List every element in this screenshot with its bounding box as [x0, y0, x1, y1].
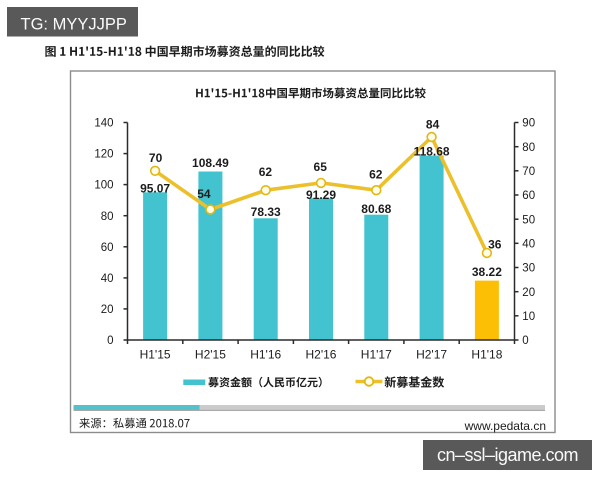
svg-text:50: 50 — [522, 214, 535, 226]
svg-text:38.22: 38.22 — [472, 265, 502, 279]
svg-text:36: 36 — [488, 237, 502, 251]
svg-text:40: 40 — [101, 273, 114, 285]
svg-text:www.pedata.cn: www.pedata.cn — [464, 419, 546, 433]
svg-text:118.68: 118.68 — [414, 145, 450, 159]
svg-text:H2'17: H2'17 — [416, 348, 447, 362]
svg-text:62: 62 — [259, 165, 273, 179]
svg-text:0: 0 — [522, 335, 528, 347]
svg-text:30: 30 — [522, 263, 535, 275]
svg-text:54: 54 — [197, 187, 211, 201]
svg-text:20: 20 — [101, 304, 114, 316]
svg-text:20: 20 — [522, 287, 535, 299]
svg-text:84: 84 — [426, 118, 440, 132]
svg-text:78.33: 78.33 — [251, 205, 281, 219]
svg-text:140: 140 — [94, 118, 113, 130]
svg-text:95.07: 95.07 — [140, 181, 170, 195]
svg-text:H1'17: H1'17 — [361, 348, 392, 362]
svg-text:91.29: 91.29 — [306, 188, 336, 202]
svg-text:H1'15: H1'15 — [140, 348, 171, 362]
svg-text:40: 40 — [522, 238, 535, 250]
svg-text:60: 60 — [101, 242, 114, 254]
svg-text:65: 65 — [314, 160, 328, 174]
svg-text:H1'18: H1'18 — [471, 348, 502, 362]
svg-text:80.68: 80.68 — [361, 202, 391, 216]
svg-text:H2'16: H2'16 — [306, 348, 337, 362]
svg-text:cn–ssl–igame.com: cn–ssl–igame.com — [437, 445, 578, 465]
svg-text:60: 60 — [522, 190, 535, 202]
svg-text:80: 80 — [522, 142, 535, 154]
svg-text:70: 70 — [149, 151, 163, 165]
svg-text:62: 62 — [369, 167, 383, 181]
svg-text:90: 90 — [522, 118, 535, 130]
svg-text:0: 0 — [107, 335, 113, 347]
svg-text:TG: MYYJJPP: TG: MYYJJPP — [21, 16, 127, 34]
svg-text:H2'15: H2'15 — [195, 348, 226, 362]
svg-text:120: 120 — [94, 149, 113, 161]
svg-text:10: 10 — [522, 311, 535, 323]
svg-text:70: 70 — [522, 166, 535, 178]
svg-text:108.49: 108.49 — [192, 156, 229, 170]
svg-text:H1'16: H1'16 — [250, 348, 281, 362]
svg-text:80: 80 — [101, 211, 114, 223]
svg-text:100: 100 — [94, 180, 113, 192]
